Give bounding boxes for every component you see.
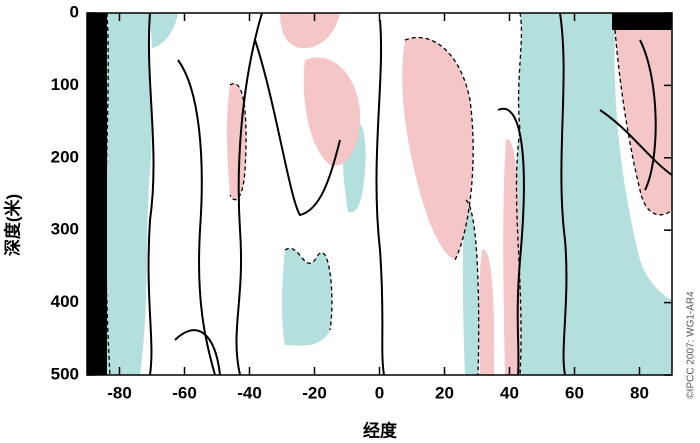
y-tick-label: 200 (51, 147, 79, 166)
negative-regions (107, 13, 672, 375)
x-tick-label: -60 (172, 383, 197, 402)
x-axis-label: 经度 (363, 420, 398, 440)
y-tick-label: 400 (51, 292, 79, 311)
y-tick-label: 100 (51, 75, 79, 94)
credit: ©IPCC 2007: WG1-AR4 (686, 291, 697, 399)
y-tick-label: 500 (51, 364, 79, 383)
x-tick-label: 60 (565, 383, 584, 402)
x-tick-label: 80 (630, 383, 649, 402)
contour-lines (105, 13, 672, 375)
x-tick-label: -20 (302, 383, 327, 402)
contour-field (87, 13, 672, 375)
y-tick-label: 300 (51, 220, 79, 239)
y-axis-label: 深度(米) (2, 194, 22, 256)
x-tick-label: -80 (107, 383, 132, 402)
x-tick-label: 20 (435, 383, 454, 402)
positive-regions (227, 13, 672, 375)
x-tick-label: -40 (237, 383, 262, 402)
x-tick-label: 0 (375, 383, 384, 402)
land-mask (87, 13, 672, 375)
y-tick-label: 0 (70, 2, 79, 21)
x-tick-label: 40 (500, 383, 519, 402)
